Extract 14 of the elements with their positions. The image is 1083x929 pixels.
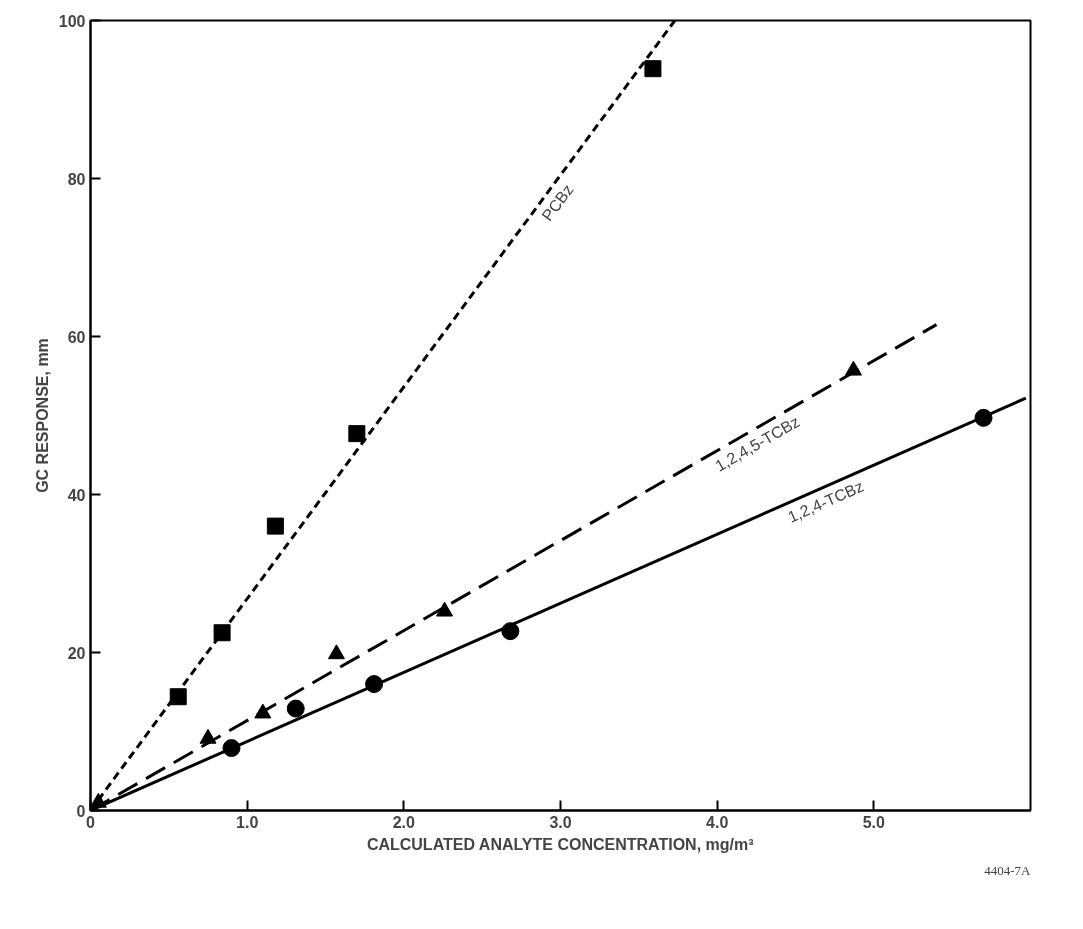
y-tick-label: 40: [67, 486, 86, 504]
x-tick-label: 1.0: [236, 813, 259, 831]
x-tick-label: 2.0: [392, 813, 416, 831]
text: 4404-7A: [984, 862, 1032, 878]
y-tick-label: 60: [67, 328, 86, 346]
x-tick-label: 5.0: [862, 813, 886, 831]
y-tick-label: 80: [67, 170, 86, 188]
y-tick-label: 100: [58, 12, 86, 30]
y-axis-title: GC RESPONSE, mm: [33, 338, 51, 493]
x-tick-label: 3.0: [549, 813, 572, 831]
x-axis-title: CALCULATED ANALYTE CONCENTRATION, mg/m³: [366, 835, 754, 853]
y-tick-label: 20: [67, 644, 86, 662]
x-tick-label: 4.0: [706, 813, 729, 831]
y-tick-label: 0: [76, 802, 86, 820]
